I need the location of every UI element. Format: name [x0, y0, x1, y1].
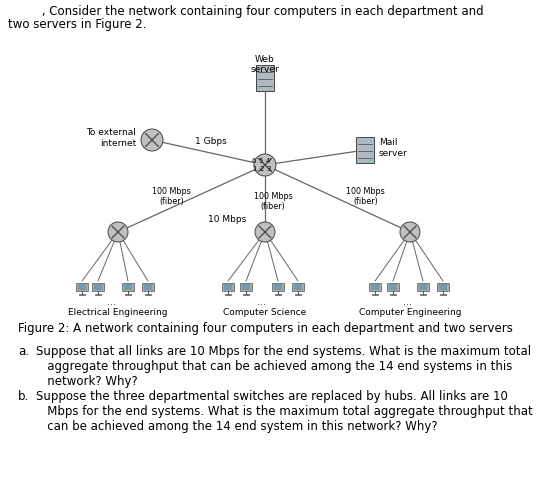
Bar: [124, 285, 132, 290]
Bar: [295, 294, 301, 295]
Bar: [371, 285, 379, 290]
Bar: [145, 294, 151, 295]
Circle shape: [255, 222, 275, 242]
Text: , Consider the network containing four computers in each department and: , Consider the network containing four c…: [8, 5, 484, 18]
Text: Mail
server: Mail server: [379, 138, 408, 158]
Text: ...: ...: [404, 297, 413, 307]
Text: Suppose that all links are 10 Mbps for the end systems. What is the maximum tota: Suppose that all links are 10 Mbps for t…: [36, 345, 531, 388]
Bar: [144, 285, 152, 290]
Text: two servers in Figure 2.: two servers in Figure 2.: [8, 18, 146, 31]
Text: 3: 3: [267, 166, 271, 172]
Bar: [77, 283, 88, 291]
Text: b.: b.: [18, 390, 29, 403]
Text: 10 Mbps: 10 Mbps: [208, 215, 246, 225]
Text: 100 Mbps
(fiber): 100 Mbps (fiber): [346, 187, 385, 206]
Bar: [420, 294, 426, 295]
Circle shape: [269, 87, 271, 90]
Text: 100 Mbps
(fiber): 100 Mbps (fiber): [152, 187, 191, 206]
Bar: [243, 294, 249, 295]
Bar: [356, 137, 374, 163]
Bar: [78, 285, 86, 290]
Text: Computer Engineering: Computer Engineering: [359, 308, 461, 317]
Bar: [390, 294, 396, 295]
Text: To external
internet: To external internet: [86, 128, 136, 148]
Bar: [222, 283, 234, 291]
Bar: [240, 283, 252, 291]
Bar: [292, 283, 304, 291]
Bar: [419, 285, 427, 290]
Bar: [294, 285, 302, 290]
Bar: [440, 294, 446, 295]
Bar: [274, 285, 282, 290]
Text: 1: 1: [252, 166, 256, 172]
Bar: [95, 294, 101, 295]
Bar: [122, 283, 134, 291]
Text: 100 Mbps
(fiber): 100 Mbps (fiber): [254, 192, 292, 211]
Text: Figure 2: A network containing four computers in each department and two servers: Figure 2: A network containing four comp…: [18, 322, 513, 335]
Bar: [92, 283, 103, 291]
Text: 6: 6: [252, 158, 256, 164]
Bar: [242, 285, 250, 290]
Text: Suppose the three departmental switches are replaced by hubs. All links are 10
 : Suppose the three departmental switches …: [36, 390, 533, 433]
Text: 2: 2: [260, 166, 264, 172]
Bar: [224, 285, 232, 290]
Circle shape: [254, 154, 276, 176]
Bar: [387, 283, 399, 291]
Text: ...: ...: [107, 297, 116, 307]
Bar: [272, 283, 283, 291]
Bar: [225, 294, 231, 295]
Text: Electrical Engineering: Electrical Engineering: [68, 308, 168, 317]
Bar: [275, 294, 281, 295]
Circle shape: [369, 159, 371, 162]
Text: a.: a.: [18, 345, 29, 358]
Circle shape: [141, 129, 163, 151]
Bar: [369, 283, 381, 291]
Bar: [143, 283, 154, 291]
Bar: [438, 283, 448, 291]
Circle shape: [400, 222, 420, 242]
Circle shape: [108, 222, 128, 242]
Bar: [372, 294, 378, 295]
Bar: [439, 285, 447, 290]
Text: 4: 4: [266, 158, 270, 164]
Text: Computer Science: Computer Science: [224, 308, 307, 317]
Bar: [79, 294, 85, 295]
Bar: [256, 65, 274, 91]
Bar: [389, 285, 397, 290]
Text: 1 Gbps: 1 Gbps: [195, 137, 226, 146]
Text: ...: ...: [258, 297, 267, 307]
Text: 5: 5: [259, 158, 263, 164]
Bar: [418, 283, 429, 291]
Text: Web
server: Web server: [250, 55, 280, 74]
Bar: [94, 285, 102, 290]
Bar: [125, 294, 131, 295]
